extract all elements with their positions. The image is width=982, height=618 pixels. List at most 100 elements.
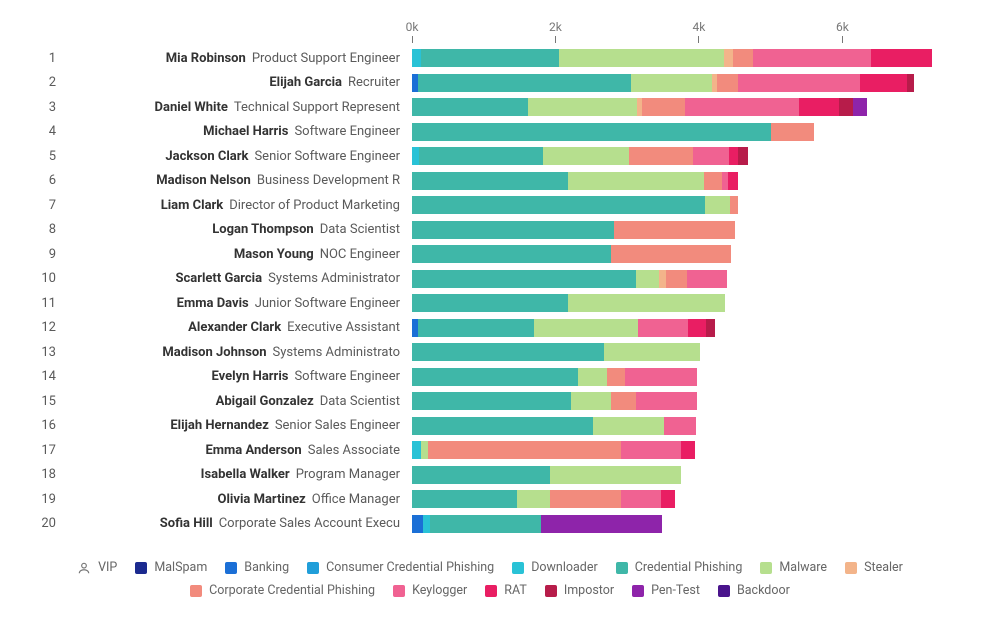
bar-segment-corpphish[interactable] [629, 147, 694, 165]
legend-item-corpphish[interactable]: Corporate Credential Phishing [190, 583, 375, 598]
bar-segment-malware[interactable] [517, 490, 549, 508]
legend-item-vip[interactable]: VIP [77, 560, 117, 575]
bar-segment-credphish[interactable] [412, 221, 614, 239]
bar-segment-credphish[interactable] [412, 123, 771, 141]
table-row[interactable]: 17Emma AndersonSales Associate [30, 438, 950, 463]
legend-item-malware[interactable]: Malware [760, 560, 827, 575]
table-row[interactable]: 13Madison JohnsonSystems Administrato [30, 340, 950, 365]
bar-segment-malware[interactable] [571, 392, 610, 410]
bar-segment-rat[interactable] [860, 74, 907, 92]
table-row[interactable]: 16Elijah HernandezSenior Sales Engineer [30, 414, 950, 439]
bar-segment-corpphish[interactable] [642, 98, 685, 116]
bar-segment-impostor[interactable] [907, 74, 914, 92]
bar-segment-malware[interactable] [568, 172, 704, 190]
bar-segment-rat[interactable] [871, 49, 932, 67]
bar-segment-corpphish[interactable] [611, 245, 732, 263]
bar-segment-credphish[interactable] [421, 49, 559, 67]
bar-segment-credphish[interactable] [412, 172, 568, 190]
bar-segment-corpphish[interactable] [614, 221, 735, 239]
legend-item-banking[interactable]: Banking [225, 560, 289, 575]
bar-segment-credphish[interactable] [412, 343, 604, 361]
bar-segment-keylogger[interactable] [685, 98, 800, 116]
bar-segment-rat[interactable] [681, 441, 695, 459]
bar-segment-malware[interactable] [604, 343, 701, 361]
bar-segment-downloader[interactable] [423, 515, 430, 533]
bar-segment-pentest[interactable] [541, 515, 662, 533]
bar-segment-keylogger[interactable] [664, 417, 696, 435]
table-row[interactable]: 20Sofia HillCorporate Sales Account Exec… [30, 512, 950, 537]
bar-segment-credphish[interactable] [418, 74, 631, 92]
table-row[interactable]: 6Madison NelsonBusiness Development R [30, 169, 950, 194]
bar-segment-credphish[interactable] [418, 319, 534, 337]
table-row[interactable]: 8Logan ThompsonData Scientist [30, 218, 950, 243]
bar-segment-corpphish[interactable] [733, 49, 753, 67]
bar-segment-malware[interactable] [631, 74, 712, 92]
bar-segment-malware[interactable] [559, 49, 724, 67]
bar-segment-malware[interactable] [636, 270, 659, 288]
bar-segment-malware[interactable] [543, 147, 629, 165]
legend-item-rat[interactable]: RAT [485, 583, 527, 598]
bar-segment-malware[interactable] [528, 98, 637, 116]
legend-item-keylogger[interactable]: Keylogger [393, 583, 467, 598]
bar-segment-corpphish[interactable] [611, 392, 636, 410]
bar-segment-impostor[interactable] [738, 147, 747, 165]
bar-segment-credphish[interactable] [412, 417, 593, 435]
bar-segment-downloader[interactable] [412, 147, 419, 165]
bar-segment-keylogger[interactable] [625, 368, 697, 386]
table-row[interactable]: 14Evelyn HarrisSoftware Engineer [30, 365, 950, 390]
table-row[interactable]: 10Scarlett GarciaSystems Administrator [30, 267, 950, 292]
bar-segment-impostor[interactable] [839, 98, 853, 116]
bar-segment-malware[interactable] [705, 196, 730, 214]
bar-segment-corpphish[interactable] [730, 196, 739, 214]
bar-segment-keylogger[interactable] [621, 441, 681, 459]
legend-item-downloader[interactable]: Downloader [512, 560, 598, 575]
bar-segment-corpphish[interactable] [771, 123, 814, 141]
bar-segment-malware[interactable] [550, 466, 681, 484]
bar-segment-keylogger[interactable] [738, 74, 860, 92]
bar-segment-downloader[interactable] [412, 441, 421, 459]
table-row[interactable]: 7Liam ClarkDirector of Product Marketing [30, 193, 950, 218]
legend-item-credphish[interactable]: Credential Phishing [616, 560, 743, 575]
bar-segment-rat[interactable] [728, 172, 738, 190]
bar-segment-credphish[interactable] [412, 466, 550, 484]
bar-segment-malware[interactable] [421, 441, 428, 459]
bar-segment-keylogger[interactable] [621, 490, 660, 508]
bar-segment-rat[interactable] [799, 98, 838, 116]
bar-segment-credphish[interactable] [412, 270, 636, 288]
table-row[interactable]: 15Abigail GonzalezData Scientist [30, 389, 950, 414]
bar-segment-pentest[interactable] [853, 98, 867, 116]
legend-item-backdoor[interactable]: Backdoor [718, 583, 790, 598]
bar-segment-impostor[interactable] [706, 319, 715, 337]
bar-segment-malware[interactable] [593, 417, 665, 435]
table-row[interactable]: 4Michael HarrisSoftware Engineer [30, 120, 950, 145]
bar-segment-credphish[interactable] [412, 196, 705, 214]
table-row[interactable]: 9Mason YoungNOC Engineer [30, 242, 950, 267]
legend-item-malspam[interactable]: MalSpam [135, 560, 207, 575]
bar-segment-keylogger[interactable] [638, 319, 688, 337]
table-row[interactable]: 18Isabella WalkerProgram Manager [30, 463, 950, 488]
bar-segment-stealer[interactable] [724, 49, 733, 67]
table-row[interactable]: 19Olivia MartinezOffice Manager [30, 487, 950, 512]
bar-segment-credphish[interactable] [430, 515, 541, 533]
bar-segment-corpphish[interactable] [607, 368, 625, 386]
bar-segment-malware[interactable] [578, 368, 607, 386]
bar-segment-credphish[interactable] [412, 245, 611, 263]
bar-segment-rat[interactable] [729, 147, 738, 165]
table-row[interactable]: 3Daniel WhiteTechnical Support Represent [30, 95, 950, 120]
bar-segment-corpphish[interactable] [704, 172, 722, 190]
bar-segment-credphish[interactable] [412, 98, 528, 116]
bar-segment-credphish[interactable] [412, 368, 578, 386]
bar-segment-keylogger[interactable] [693, 147, 729, 165]
table-row[interactable]: 5Jackson ClarkSenior Software Engineer [30, 144, 950, 169]
bar-segment-credphish[interactable] [412, 490, 517, 508]
table-row[interactable]: 1Mia RobinsonProduct Support Engineer [30, 46, 950, 71]
bar-segment-credphish[interactable] [412, 392, 571, 410]
table-row[interactable]: 12Alexander ClarkExecutive Assistant [30, 316, 950, 341]
bar-segment-keylogger[interactable] [687, 270, 726, 288]
bar-segment-malware[interactable] [568, 294, 726, 312]
bar-segment-malware[interactable] [534, 319, 638, 337]
bar-segment-corpphish[interactable] [550, 490, 622, 508]
bar-segment-keylogger[interactable] [753, 49, 871, 67]
table-row[interactable]: 2Elijah GarciaRecruiter [30, 71, 950, 96]
legend-item-pentest[interactable]: Pen-Test [632, 583, 700, 598]
